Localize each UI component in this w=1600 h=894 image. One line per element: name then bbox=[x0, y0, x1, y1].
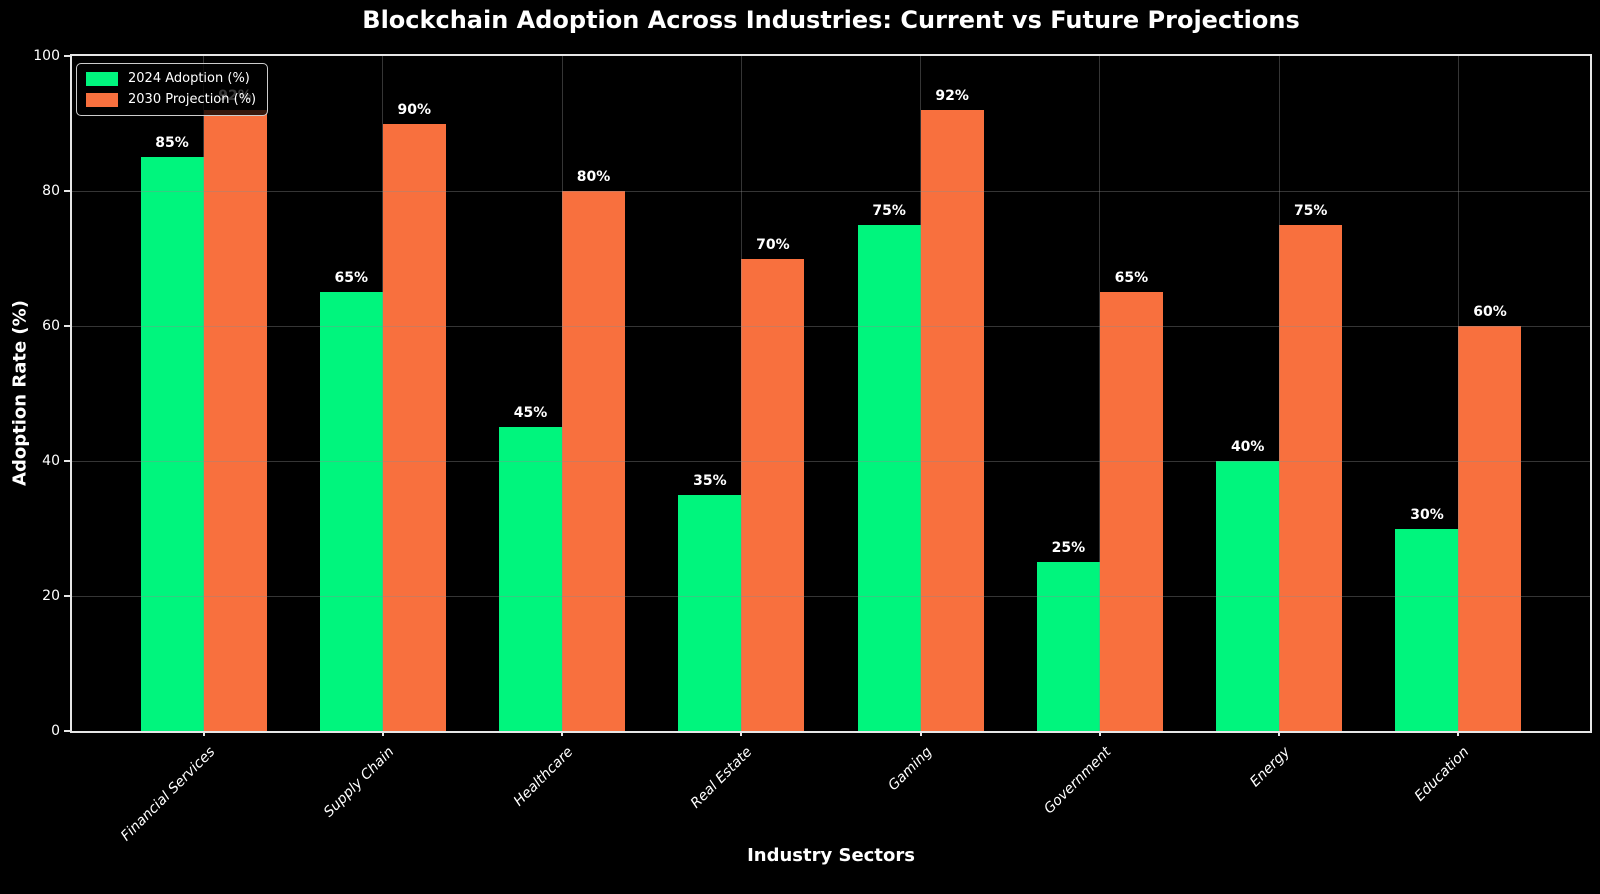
gridline-vertical bbox=[740, 56, 742, 731]
gridline-vertical bbox=[1278, 56, 1280, 731]
bar-2030-supply-chain bbox=[382, 123, 446, 731]
bar-2024-education bbox=[1395, 528, 1459, 731]
bar-2024-financial-services bbox=[140, 157, 204, 731]
bar-2030-government bbox=[1099, 292, 1163, 731]
bar-2030-energy bbox=[1279, 224, 1343, 731]
gridline-horizontal bbox=[72, 460, 1590, 462]
y-tick-label: 20 bbox=[42, 588, 60, 604]
y-tick-mark bbox=[64, 460, 70, 462]
value-label: 92% bbox=[935, 88, 969, 104]
bar-2024-healthcare bbox=[499, 427, 563, 731]
gridline-horizontal bbox=[72, 325, 1590, 327]
x-tick-label: Supply Chain bbox=[320, 744, 398, 821]
x-tick-mark bbox=[381, 731, 384, 736]
gridline-vertical bbox=[920, 56, 922, 731]
value-label: 70% bbox=[756, 236, 790, 253]
x-axis-label: Industry Sectors bbox=[747, 845, 915, 866]
value-label: 75% bbox=[872, 202, 906, 219]
x-tick-label: Real Estate bbox=[688, 744, 756, 812]
x-tick-label: Education bbox=[1412, 744, 1473, 805]
y-tick-mark bbox=[64, 55, 70, 57]
legend-swatch-2024-icon bbox=[86, 71, 118, 86]
legend-label-2024: 2024 Adoption (%) bbox=[128, 71, 250, 86]
value-label: 45% bbox=[513, 405, 548, 422]
legend-swatch-2030-icon bbox=[86, 92, 118, 107]
y-tick-mark bbox=[64, 190, 70, 192]
bar-2024-gaming bbox=[857, 224, 921, 731]
value-label: 35% bbox=[693, 472, 727, 489]
bar-2030-real-estate bbox=[741, 258, 805, 731]
x-tick-label: Healthcare bbox=[510, 744, 577, 810]
value-label: 75% bbox=[1293, 202, 1328, 219]
chart-title: Blockchain Adoption Across Industries: C… bbox=[362, 6, 1300, 34]
value-label: 25% bbox=[1051, 540, 1086, 557]
bar-2030-education bbox=[1458, 326, 1522, 731]
y-tick-label: 100 bbox=[33, 48, 60, 64]
y-tick-label: 0 bbox=[51, 723, 60, 739]
y-tick-mark bbox=[64, 595, 70, 597]
gridline-vertical bbox=[1457, 56, 1459, 731]
x-tick-mark bbox=[919, 731, 922, 736]
y-tick-mark bbox=[64, 730, 70, 732]
value-label: 30% bbox=[1410, 506, 1444, 523]
value-label: 90% bbox=[397, 101, 432, 118]
x-tick-mark bbox=[1278, 731, 1281, 736]
gridline-horizontal bbox=[72, 190, 1590, 192]
gridline-vertical bbox=[561, 56, 563, 731]
x-tick-mark bbox=[561, 731, 564, 736]
y-axis-label: Adoption Rate (%) bbox=[9, 300, 31, 486]
x-tick-label: Government bbox=[1041, 744, 1115, 818]
x-tick-mark bbox=[1457, 731, 1460, 736]
x-tick-mark bbox=[202, 731, 205, 736]
x-tick-mark bbox=[1098, 731, 1101, 736]
x-tick-label: Energy bbox=[1247, 744, 1294, 791]
y-tick-label: 40 bbox=[42, 453, 60, 469]
gridline-vertical bbox=[203, 56, 204, 731]
gridline-vertical bbox=[382, 56, 384, 731]
x-tick-mark bbox=[740, 731, 743, 736]
legend: 2024 Adoption (%) 2030 Projection (%) bbox=[76, 63, 269, 116]
y-tick-label: 80 bbox=[42, 183, 60, 199]
bar-2030-gaming bbox=[920, 110, 984, 731]
x-tick-label: Financial Services bbox=[117, 744, 218, 845]
y-tick-mark bbox=[64, 325, 70, 327]
value-label: 60% bbox=[1473, 304, 1507, 320]
gridline-horizontal bbox=[72, 595, 1590, 597]
bar-2024-real-estate bbox=[678, 494, 742, 731]
value-label: 65% bbox=[334, 270, 369, 287]
bar-2030-healthcare bbox=[562, 191, 626, 731]
bar-2030-financial-services bbox=[203, 110, 267, 731]
legend-entry-2024: 2024 Adoption (%) bbox=[86, 71, 256, 86]
bar-2024-supply-chain bbox=[319, 292, 383, 731]
legend-label-2030: 2030 Projection (%) bbox=[128, 92, 257, 107]
gridline-vertical bbox=[1099, 56, 1101, 731]
bar-2024-energy bbox=[1216, 461, 1280, 731]
x-tick-label: Gaming bbox=[884, 744, 935, 795]
legend-entry-2030: 2030 Projection (%) bbox=[86, 92, 256, 107]
value-label: 40% bbox=[1230, 439, 1265, 455]
bar-2024-government bbox=[1036, 562, 1100, 731]
value-label: 85% bbox=[155, 135, 189, 152]
y-tick-label: 60 bbox=[42, 318, 60, 334]
value-label: 80% bbox=[576, 169, 611, 185]
plot-area: 2024 Adoption (%) 2030 Projection (%) 85… bbox=[33, 48, 1592, 844]
value-label: 65% bbox=[1114, 270, 1149, 287]
